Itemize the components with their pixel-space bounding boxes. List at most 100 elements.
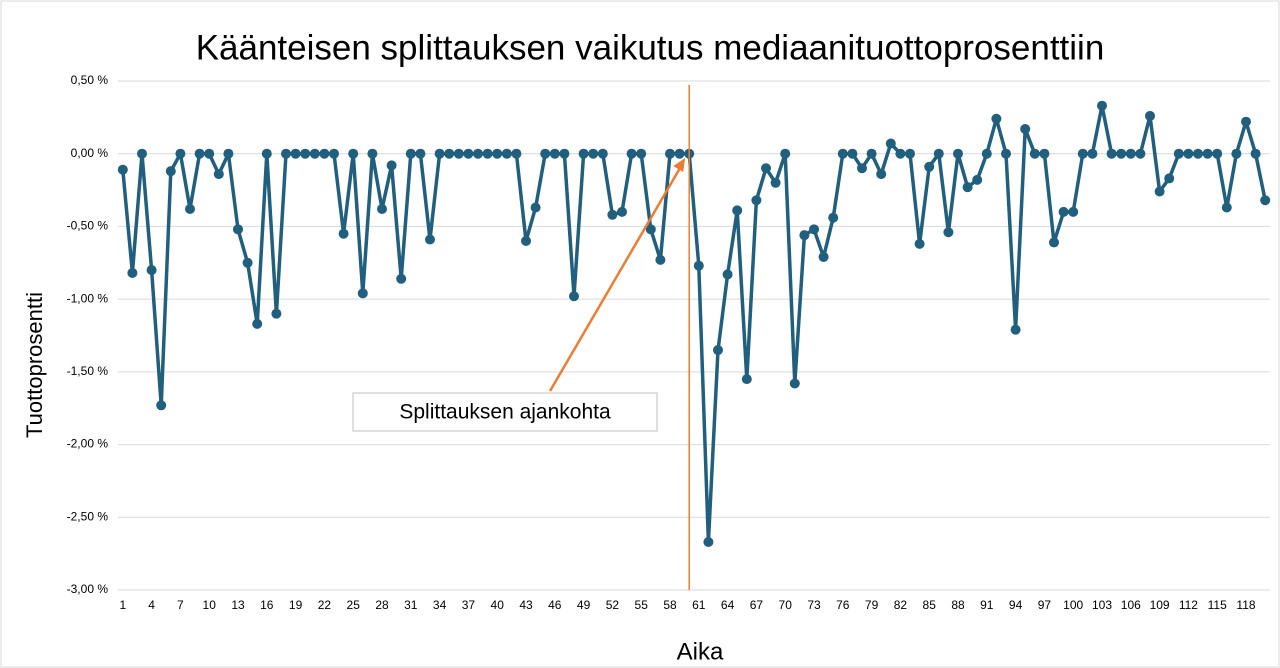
marker bbox=[770, 177, 781, 188]
marker bbox=[597, 148, 608, 159]
marker bbox=[665, 148, 675, 159]
x-tick-label: 67 bbox=[750, 598, 764, 612]
marker bbox=[386, 160, 397, 171]
marker bbox=[223, 148, 234, 159]
x-tick-label: 94 bbox=[1009, 598, 1023, 612]
marker bbox=[185, 203, 195, 214]
marker bbox=[271, 308, 282, 319]
marker bbox=[857, 163, 867, 174]
x-tick-label: 88 bbox=[951, 598, 965, 612]
marker bbox=[1221, 202, 1232, 213]
marker bbox=[127, 267, 138, 278]
marker bbox=[281, 148, 291, 159]
marker bbox=[1020, 123, 1031, 134]
marker bbox=[501, 148, 512, 159]
x-tick-label: 40 bbox=[491, 598, 505, 612]
marker bbox=[981, 148, 992, 159]
y-tick-label: -2,50 % bbox=[67, 509, 109, 523]
marker bbox=[617, 206, 627, 217]
x-tick-label: 52 bbox=[606, 598, 620, 612]
y-tick-label: -1,50 % bbox=[67, 364, 109, 378]
marker bbox=[876, 169, 887, 180]
annotation-arrow bbox=[548, 165, 683, 392]
marker bbox=[146, 265, 157, 276]
marker bbox=[473, 148, 483, 159]
x-tick-label: 7 bbox=[177, 598, 184, 612]
x-tick-label: 82 bbox=[894, 598, 908, 612]
marker bbox=[943, 227, 954, 238]
marker bbox=[818, 251, 829, 262]
marker bbox=[732, 205, 743, 216]
marker bbox=[521, 235, 531, 246]
y-tick-label: -2,00 % bbox=[67, 437, 109, 451]
marker bbox=[1001, 148, 1011, 159]
marker bbox=[866, 148, 877, 159]
marker bbox=[213, 169, 224, 180]
x-tick-label: 109 bbox=[1150, 598, 1170, 612]
marker bbox=[396, 273, 407, 284]
y-axis-label: Tuottoprosentti bbox=[22, 292, 47, 438]
marker bbox=[415, 148, 426, 159]
x-tick-label: 22 bbox=[318, 598, 332, 612]
x-tick-label: 70 bbox=[779, 598, 793, 612]
marker bbox=[482, 148, 493, 159]
x-tick-label: 79 bbox=[865, 598, 879, 612]
marker bbox=[1145, 110, 1155, 121]
marker bbox=[290, 148, 301, 159]
marker bbox=[425, 234, 435, 245]
marker bbox=[1231, 148, 1242, 159]
marker bbox=[1135, 148, 1146, 159]
marker bbox=[1087, 148, 1098, 159]
marker bbox=[1116, 148, 1127, 159]
marker bbox=[1193, 148, 1203, 159]
x-tick-label: 97 bbox=[1038, 598, 1052, 612]
marker bbox=[905, 148, 915, 159]
marker bbox=[233, 224, 243, 235]
marker bbox=[1029, 148, 1040, 159]
marker bbox=[559, 148, 570, 159]
marker bbox=[751, 195, 762, 206]
marker bbox=[789, 378, 800, 389]
x-tick-label: 100 bbox=[1063, 598, 1083, 612]
marker bbox=[991, 113, 1002, 124]
y-tick-label: -0,50 % bbox=[67, 219, 109, 233]
marker bbox=[1183, 148, 1194, 159]
x-tick-label: 43 bbox=[519, 598, 533, 612]
marker bbox=[1173, 148, 1184, 159]
marker bbox=[626, 148, 637, 159]
x-tick-label: 28 bbox=[375, 598, 389, 612]
x-tick-label: 103 bbox=[1092, 598, 1112, 612]
marker bbox=[156, 400, 167, 411]
marker bbox=[799, 230, 810, 241]
marker bbox=[895, 148, 906, 159]
y-tick-label: -1,00 % bbox=[67, 291, 109, 305]
marker bbox=[588, 148, 599, 159]
marker bbox=[693, 260, 704, 271]
marker bbox=[1077, 148, 1088, 159]
marker bbox=[367, 148, 378, 159]
marker bbox=[377, 203, 387, 214]
marker bbox=[1241, 116, 1251, 127]
marker bbox=[405, 148, 416, 159]
marker bbox=[329, 148, 339, 159]
x-tick-label: 55 bbox=[635, 598, 649, 612]
x-axis-label: Aika bbox=[677, 638, 724, 665]
marker bbox=[1049, 237, 1059, 248]
marker bbox=[1068, 206, 1079, 217]
x-tick-label: 115 bbox=[1208, 598, 1227, 612]
marker bbox=[837, 148, 848, 159]
marker bbox=[357, 288, 368, 299]
marker bbox=[780, 148, 791, 159]
marker bbox=[194, 148, 205, 159]
marker bbox=[1125, 148, 1136, 159]
marker bbox=[453, 148, 464, 159]
x-tick-label: 118 bbox=[1236, 598, 1255, 612]
marker bbox=[741, 374, 752, 385]
x-tick-label: 73 bbox=[807, 598, 821, 612]
marker bbox=[434, 148, 445, 159]
marker bbox=[674, 148, 685, 159]
marker bbox=[1202, 148, 1213, 159]
marker bbox=[137, 148, 147, 159]
x-tick-label: 13 bbox=[231, 598, 245, 612]
